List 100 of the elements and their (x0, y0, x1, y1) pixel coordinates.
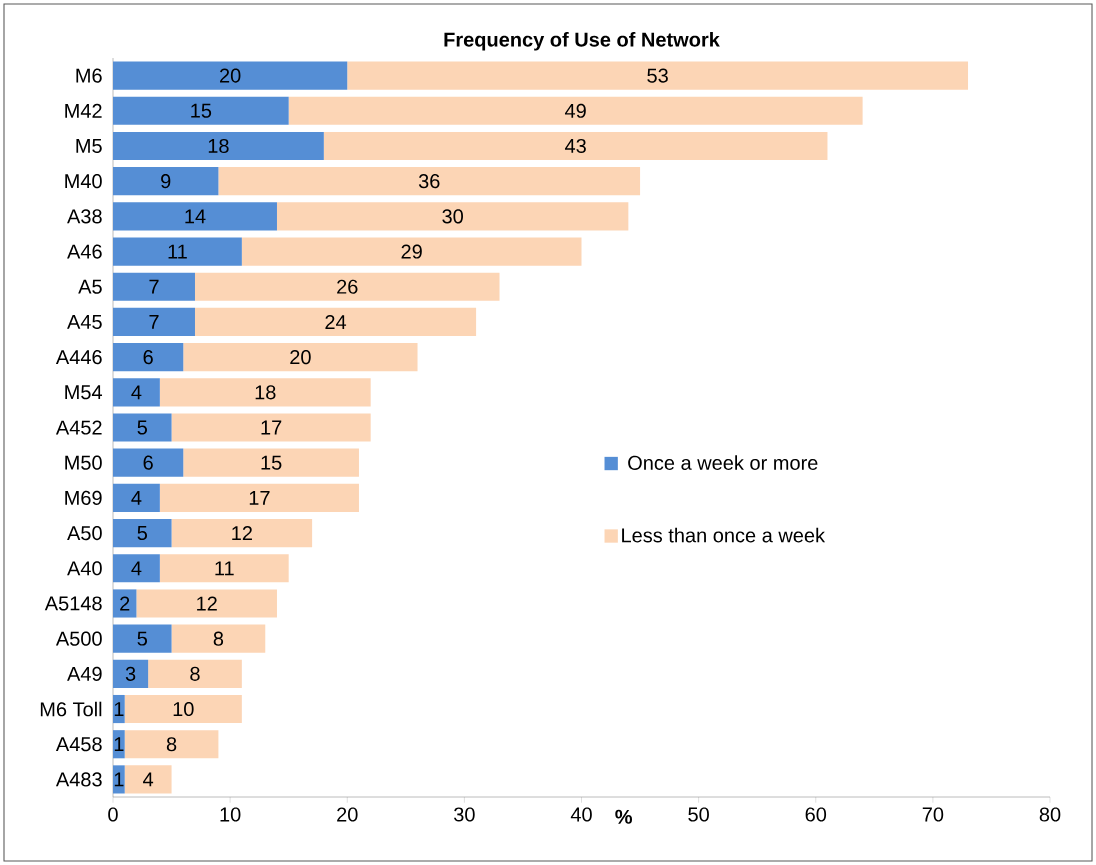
bar (113, 413, 172, 442)
data-label: 18 (208, 138, 229, 154)
bar (194, 272, 500, 301)
y-tick-label: A49 (67, 666, 102, 681)
data-label: 8 (190, 666, 200, 681)
x-tick-label: 70 (922, 807, 944, 822)
bar (113, 61, 348, 90)
bar (241, 237, 582, 266)
data-label: 5 (137, 420, 148, 435)
bar (171, 413, 371, 442)
y-tick-label: A45 (67, 314, 102, 329)
data-label: 4 (131, 491, 142, 505)
bar (113, 483, 160, 512)
data-label: 20 (290, 350, 311, 365)
bar (183, 448, 359, 477)
data-label: 4 (131, 561, 142, 576)
y-tick-label: A5148 (44, 596, 102, 611)
y-tick-label: M50 (65, 455, 102, 470)
data-label: 36 (418, 174, 440, 189)
bar (113, 307, 195, 337)
bar (171, 519, 313, 548)
data-label: 4 (143, 772, 154, 787)
y-tick-label: A483 (55, 772, 102, 787)
y-tick-label: A46 (67, 244, 102, 259)
data-label: 1 (114, 702, 124, 716)
data-label: 8 (213, 631, 224, 646)
bar (113, 519, 172, 548)
data-label: 7 (149, 315, 159, 329)
data-label: 5 (137, 631, 148, 646)
data-label: 20 (220, 68, 241, 83)
y-tick-label: A40 (67, 561, 102, 576)
bar (194, 307, 477, 337)
x-tick-label: 50 (688, 807, 709, 822)
x-tick-label: 20 (337, 807, 358, 822)
y-tick-label: M6 (76, 68, 102, 83)
data-label: 12 (197, 596, 217, 611)
bar (113, 554, 160, 583)
bar (113, 624, 172, 653)
data-label: 26 (337, 279, 358, 294)
bar (183, 343, 418, 372)
data-label: 11 (168, 244, 187, 259)
bar (113, 378, 160, 407)
legend-label: Once a week or more (628, 455, 818, 470)
bar (148, 659, 242, 688)
y-tick-label: M40 (65, 174, 102, 189)
data-label: 2 (120, 596, 130, 611)
bar (113, 202, 277, 231)
bar (113, 343, 184, 372)
bar (113, 237, 242, 266)
bar (124, 730, 219, 759)
y-tick-label: M42 (65, 103, 102, 118)
data-label: 53 (647, 68, 668, 83)
bar (113, 272, 195, 301)
data-label: 8 (166, 737, 177, 752)
bar (159, 483, 359, 512)
data-label: 29 (401, 244, 422, 259)
data-label: 49 (564, 103, 586, 118)
data-label: 15 (191, 103, 212, 118)
y-tick-label: A458 (55, 737, 102, 752)
x-tick-label: 40 (570, 807, 592, 822)
data-label: 5 (137, 526, 148, 541)
chart-title: Frequency of Use of Network (444, 31, 720, 51)
bar (136, 589, 277, 618)
data-label: 4 (131, 385, 142, 400)
data-label: 17 (261, 420, 282, 435)
legend-label: Less than once a week (622, 527, 826, 543)
bar (113, 131, 324, 161)
bar (218, 167, 641, 196)
bar (171, 624, 266, 653)
data-label: 43 (564, 138, 586, 154)
bar (113, 589, 137, 618)
x-tick-label: 80 (1039, 807, 1061, 822)
x-tick-label: 30 (454, 807, 475, 822)
y-tick-label: M6 Toll (40, 701, 102, 717)
bar (113, 96, 289, 125)
data-label: 3 (125, 666, 136, 681)
y-tick-label: A500 (55, 631, 102, 646)
data-label: 30 (442, 209, 463, 224)
bar (347, 61, 969, 90)
bar (113, 448, 184, 477)
y-tick-label: M5 (76, 139, 102, 153)
data-label: 12 (232, 526, 252, 541)
bar (113, 765, 125, 794)
x-tick-label: 0 (108, 807, 118, 822)
bar (159, 378, 371, 407)
x-axis-title: % (615, 809, 633, 824)
y-tick-label: M54 (65, 385, 103, 400)
data-label: 1 (114, 737, 124, 752)
data-label: 7 (149, 279, 159, 294)
y-tick-label: A446 (55, 350, 102, 365)
bar (323, 131, 828, 161)
data-label: 17 (249, 491, 270, 505)
bar (113, 167, 219, 196)
y-tick-label: A5 (78, 279, 102, 294)
bar (288, 96, 863, 125)
x-tick-label: 10 (220, 807, 241, 822)
bar (124, 765, 172, 794)
bar (113, 659, 149, 688)
data-label: 24 (325, 314, 347, 329)
data-label: 15 (261, 455, 282, 470)
